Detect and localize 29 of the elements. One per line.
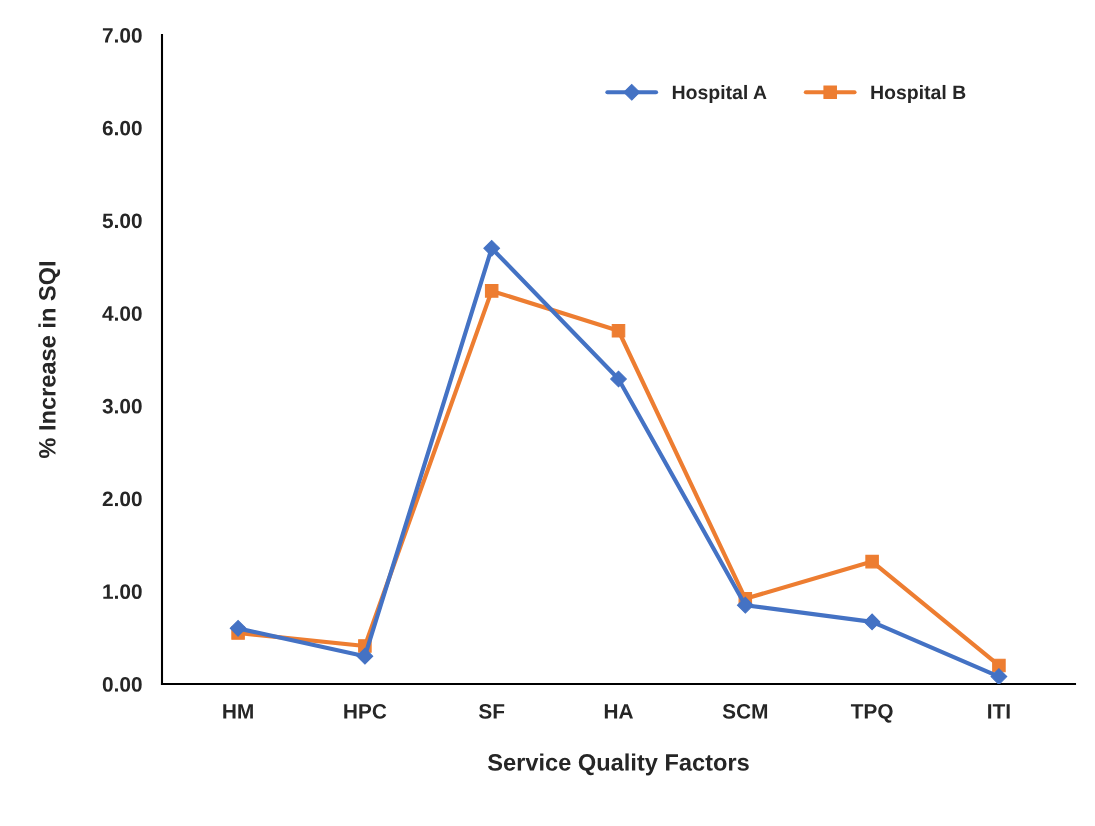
x-tick-label: HM bbox=[223, 704, 253, 719]
point bbox=[484, 284, 499, 298]
y-tick-label: 3.00 bbox=[102, 398, 142, 414]
x-tick-label: SCM bbox=[722, 703, 768, 719]
point bbox=[610, 370, 627, 388]
point bbox=[229, 619, 247, 637]
y-tick-label: 5.00 bbox=[102, 213, 142, 229]
point bbox=[483, 239, 501, 257]
point bbox=[865, 554, 879, 569]
y-tick-label: 4.00 bbox=[102, 306, 142, 321]
point bbox=[863, 613, 881, 631]
y-axis-title: % Increase in SQI bbox=[38, 262, 61, 458]
x-axis-title: Service Quality Factors bbox=[487, 753, 749, 776]
x-tick-label: ITI bbox=[988, 704, 1010, 719]
point bbox=[356, 647, 374, 665]
point bbox=[611, 323, 626, 338]
y-tick-label: 6.00 bbox=[102, 120, 142, 136]
x-tick-label: HA bbox=[604, 704, 633, 719]
y-tick-label: 1.00 bbox=[103, 584, 142, 600]
legend-label: Hospital B bbox=[871, 84, 966, 104]
point bbox=[990, 668, 1008, 684]
y-tick-label: 0.00 bbox=[102, 677, 142, 692]
legend-label: Hospital A bbox=[672, 84, 767, 104]
y-tick-label: 2.00 bbox=[102, 491, 142, 507]
y-tick-label: 7.00 bbox=[102, 28, 142, 43]
point bbox=[736, 596, 754, 614]
x-tick-label: SF bbox=[478, 703, 505, 719]
x-tick-label: TPQ bbox=[850, 703, 893, 723]
x-tick-label: HPC bbox=[344, 703, 387, 719]
